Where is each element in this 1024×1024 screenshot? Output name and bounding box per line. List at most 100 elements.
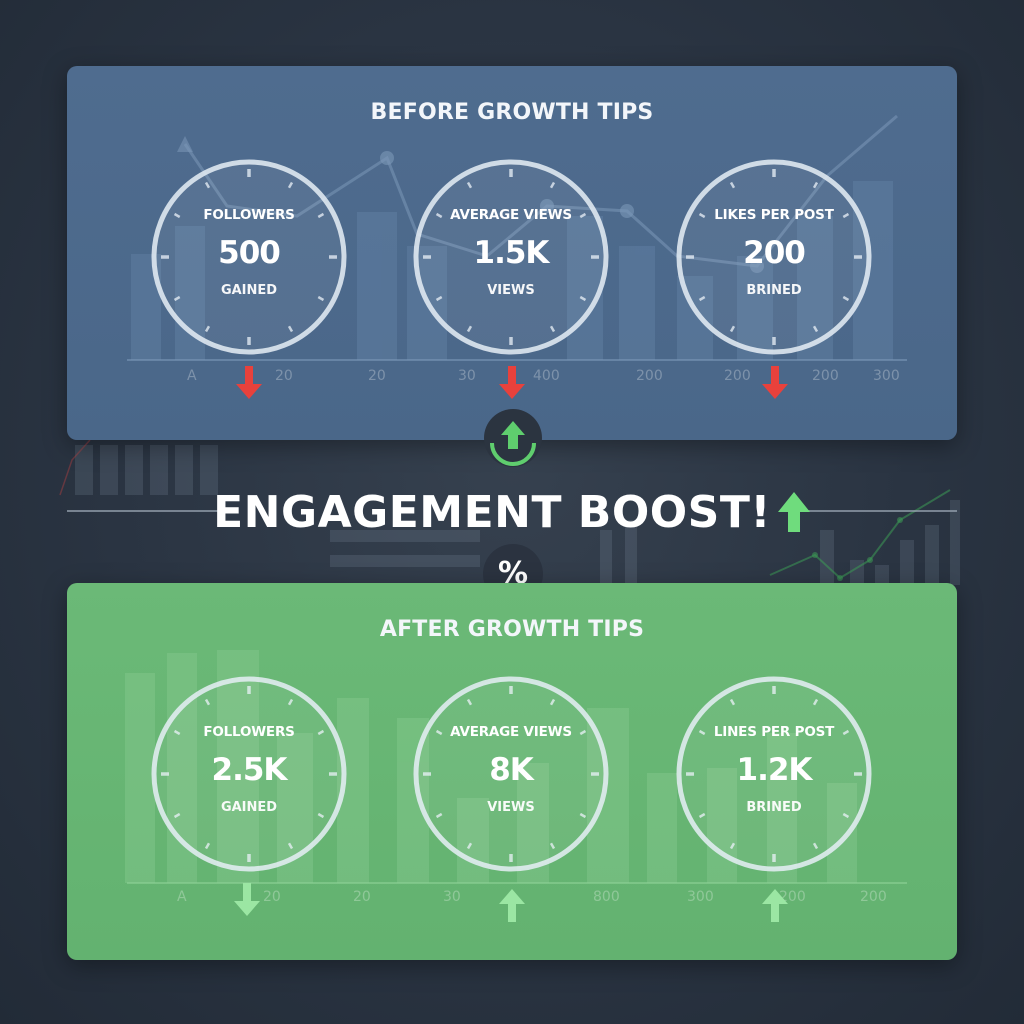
gauge-ring xyxy=(413,159,609,355)
gauge-tick xyxy=(204,842,211,850)
gauge-tick xyxy=(729,181,736,189)
axis-label: 800 xyxy=(593,889,620,905)
gauge-tick xyxy=(549,698,556,706)
likes-gauge-before: LIKES PER POST 200 BRINED xyxy=(672,155,876,359)
axis-label: A xyxy=(177,889,187,905)
arrow-up-icon xyxy=(777,492,810,532)
followers-gauge-after: FOLLOWERS 2.5K GAINED xyxy=(147,672,351,876)
after-background-chart xyxy=(125,650,907,884)
gauge-tick xyxy=(466,325,473,333)
followers-gauge-before: FOLLOWERS 500 GAINED xyxy=(147,155,351,359)
arrow-up-circle-icon xyxy=(490,421,536,466)
arrow-down-icon xyxy=(234,883,260,916)
axis-label: 20 xyxy=(275,368,293,384)
gauge-outer-ring xyxy=(151,159,347,355)
gauge-tick xyxy=(549,842,556,850)
gauge-tick xyxy=(698,212,706,219)
gauge-value: 200 xyxy=(743,235,806,271)
gauge-tick xyxy=(842,295,850,302)
gauge-tick xyxy=(579,812,587,819)
gauge-tick xyxy=(698,295,706,302)
gauge-tick xyxy=(729,842,736,850)
gauge-tick xyxy=(287,698,294,706)
gauge-unit: GAINED xyxy=(220,800,278,815)
after-title: AFTER GROWTH TIPS xyxy=(379,617,645,642)
likes-gauge-after: LINES PER POST 1.2K BRINED xyxy=(672,672,876,876)
axis-label: 20 xyxy=(353,889,371,905)
gauge-outer-ring xyxy=(413,159,609,355)
axis-label: 200 xyxy=(724,368,751,384)
gauge-label: FOLLOWERS xyxy=(203,724,295,740)
gauge-tick xyxy=(812,842,819,850)
axis-label: A xyxy=(187,368,197,384)
axis-label: 20 xyxy=(368,368,386,384)
gauge-tick xyxy=(812,325,819,333)
arrow-down-icon xyxy=(236,366,262,399)
gauge-tick xyxy=(287,325,294,333)
gauge-tick xyxy=(317,212,325,219)
gauge-outer-ring xyxy=(676,159,872,355)
axis-label: 300 xyxy=(873,368,900,384)
gauge-tick xyxy=(729,325,736,333)
gauge-tick xyxy=(466,181,473,189)
gauge-label: FOLLOWERS xyxy=(203,207,295,223)
boost-badge xyxy=(484,409,542,467)
axis-label: 400 xyxy=(533,368,560,384)
gauge-label: AVERAGE VIEWS xyxy=(450,724,572,740)
gauge-label: LINES PER POST xyxy=(713,724,835,740)
gauge-tick xyxy=(204,181,211,189)
gauge-tick xyxy=(317,295,325,302)
gauge-label: AVERAGE VIEWS xyxy=(450,207,572,223)
gauge-unit: BRINED xyxy=(746,800,802,815)
gauge-ring xyxy=(151,159,347,355)
headline: ENGAGEMENT BOOST! xyxy=(0,484,1024,538)
arrow-up-icon xyxy=(762,889,788,922)
before-background-chart xyxy=(127,114,907,361)
axis-label: 200 xyxy=(779,889,806,905)
gauge-value: 2.5K xyxy=(211,752,288,788)
gauge-tick xyxy=(173,729,181,736)
arrow-down-icon xyxy=(499,366,525,399)
gauge-tick xyxy=(435,295,443,302)
gauge-tick xyxy=(549,181,556,189)
gauge-tick xyxy=(842,812,850,819)
axis-label: 200 xyxy=(812,368,839,384)
gauge-tick xyxy=(173,295,181,302)
gauge-tick xyxy=(435,812,443,819)
gauge-tick xyxy=(842,729,850,736)
gauge-unit: BRINED xyxy=(746,283,802,298)
gauge-tick xyxy=(435,729,443,736)
views-gauge-before: AVERAGE VIEWS 1.5K VIEWS xyxy=(409,155,613,359)
gauge-tick xyxy=(812,181,819,189)
gauge-tick xyxy=(698,729,706,736)
gauge-tick xyxy=(204,698,211,706)
gauge-unit: GAINED xyxy=(220,283,278,298)
before-panel: BEFORE GROWTH TIPS A 20 20 30 400 200 20… xyxy=(67,66,957,440)
axis-label: 20 xyxy=(263,889,281,905)
gauge-ring xyxy=(676,159,872,355)
axis-label: 300 xyxy=(687,889,714,905)
gauge-outer-ring xyxy=(676,676,872,872)
gauge-tick xyxy=(287,842,294,850)
arrow-up-icon xyxy=(499,889,525,922)
gauge-tick xyxy=(204,325,211,333)
gauge-tick xyxy=(842,212,850,219)
gauge-tick xyxy=(698,812,706,819)
gauge-tick xyxy=(435,212,443,219)
gauge-value: 1.2K xyxy=(736,752,813,788)
gauge-tick xyxy=(579,212,587,219)
gauge-tick xyxy=(579,295,587,302)
gauge-label: LIKES PER POST xyxy=(714,207,834,223)
headline-text: ENGAGEMENT BOOST! xyxy=(213,486,771,538)
views-gauge-after: AVERAGE VIEWS 8K VIEWS xyxy=(409,672,613,876)
after-panel: AFTER GROWTH TIPS A 20 20 30 800 300 200… xyxy=(67,583,957,960)
axis-label: 30 xyxy=(443,889,461,905)
gauge-tick xyxy=(173,212,181,219)
gauge-tick xyxy=(466,842,473,850)
gauge-tick xyxy=(466,698,473,706)
gauge-tick xyxy=(729,698,736,706)
gauge-value: 500 xyxy=(218,235,281,271)
gauge-value: 8K xyxy=(489,752,534,788)
gauge-outer-ring xyxy=(413,676,609,872)
